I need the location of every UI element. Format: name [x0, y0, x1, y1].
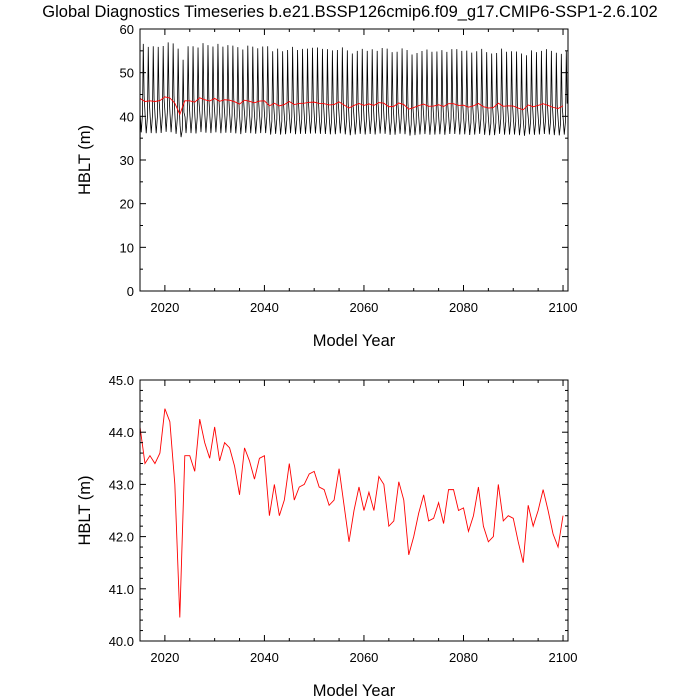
bottom-xtick-label: 2060 — [349, 650, 378, 665]
top-y-axis-label: HBLT (m) — [76, 125, 94, 195]
top-ytick-label: 10 — [120, 240, 134, 255]
bottom-ytick-label: 45.0 — [109, 373, 134, 388]
bottom-ytick-label: 41.0 — [109, 582, 134, 597]
top-xtick-label: 2080 — [449, 300, 478, 315]
top-ytick-label: 0 — [127, 284, 134, 299]
bottom-ytick-label: 42.0 — [109, 530, 134, 545]
top-plot-frame — [139, 28, 569, 292]
bottom-xtick-label: 2100 — [549, 650, 578, 665]
bottom-x-axis-label: Model Year — [313, 682, 396, 700]
top-ytick-label: 20 — [120, 197, 134, 212]
top-xtick-label: 2060 — [349, 300, 378, 315]
top-ytick-label: 50 — [120, 66, 134, 81]
top-xtick-label: 2100 — [549, 300, 578, 315]
bottom-ytick-label: 40.0 — [109, 634, 134, 649]
bottom-plot-frame — [139, 379, 569, 642]
top-series-annual-line — [139, 96, 564, 116]
top-xtick-label: 2040 — [250, 300, 279, 315]
bottom-ytick-label: 44.0 — [109, 425, 134, 440]
top-ytick-label: 60 — [120, 22, 134, 37]
bottom-series-annual-line — [139, 408, 564, 618]
figure-title: Global Diagnostics Timeseries b.e21.BSSP… — [42, 3, 658, 21]
bottom-xtick-label: 2040 — [250, 650, 279, 665]
top-xtick-label: 2020 — [150, 300, 179, 315]
bottom-xtick-label: 2080 — [449, 650, 478, 665]
top-x-axis-label: Model Year — [313, 332, 396, 350]
bottom-y-axis-label: HBLT (m) — [76, 476, 94, 546]
top-ytick-label: 40 — [120, 109, 134, 124]
top-ytick-label: 30 — [120, 153, 134, 168]
bottom-xtick-label: 2020 — [150, 650, 179, 665]
bottom-ytick-label: 43.0 — [109, 477, 134, 492]
top-series-monthly-line — [139, 42, 568, 292]
